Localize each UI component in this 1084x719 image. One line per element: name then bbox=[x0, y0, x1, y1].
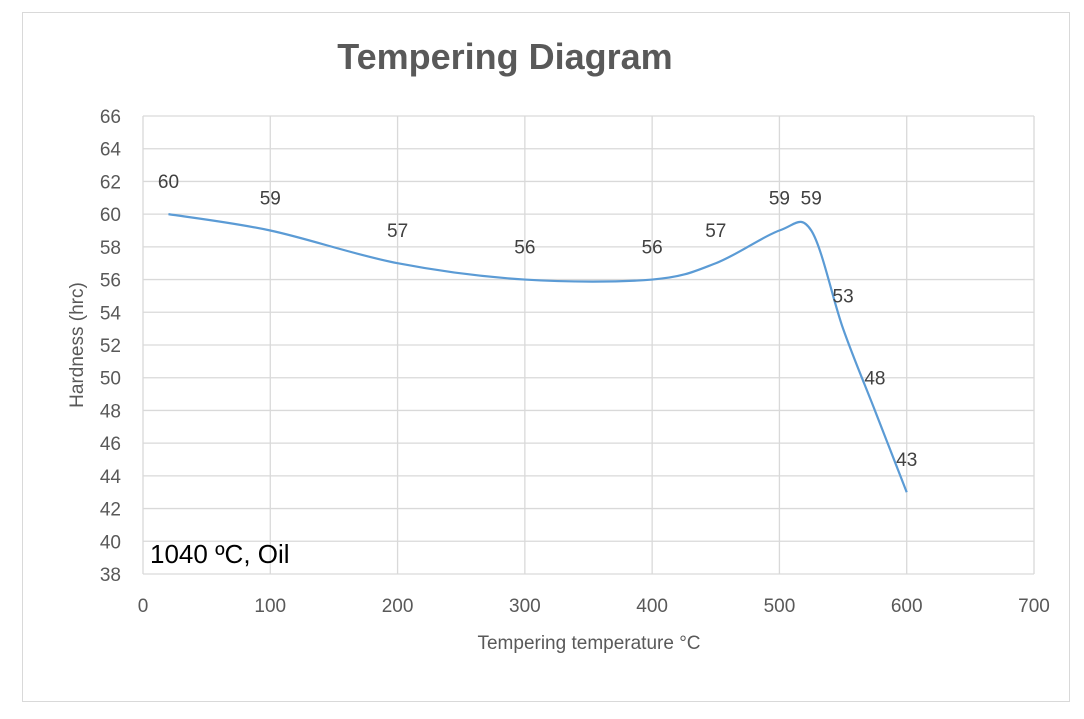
x-tick-label: 200 bbox=[382, 596, 414, 617]
y-tick-label: 56 bbox=[100, 271, 121, 292]
y-tick-label: 58 bbox=[100, 238, 121, 259]
data-label: 60 bbox=[158, 172, 179, 193]
y-tick-label: 40 bbox=[100, 532, 121, 553]
series-line bbox=[168, 213, 908, 493]
chart-title: Tempering Diagram bbox=[337, 36, 673, 77]
gridlines bbox=[142, 115, 1035, 575]
y-tick-label: 42 bbox=[100, 500, 121, 521]
data-label: 56 bbox=[642, 238, 663, 259]
data-label: 57 bbox=[387, 221, 408, 242]
y-tick-label: 54 bbox=[100, 303, 122, 324]
x-tick-label: 700 bbox=[1018, 596, 1050, 617]
data-label: 57 bbox=[705, 221, 726, 242]
data-label: 43 bbox=[896, 450, 917, 471]
data-label: 56 bbox=[514, 238, 535, 259]
x-tick-label: 100 bbox=[254, 596, 286, 617]
y-tick-label: 60 bbox=[100, 205, 121, 226]
y-tick-label: 48 bbox=[100, 401, 121, 422]
data-label: 59 bbox=[769, 189, 790, 210]
y-tick-label: 66 bbox=[100, 107, 121, 128]
y-tick-label: 52 bbox=[100, 336, 121, 357]
x-tick-labels: 0 100 200 300 400 500 600 700 bbox=[138, 596, 1050, 617]
series-layer bbox=[168, 213, 908, 493]
x-tick-label: 500 bbox=[764, 596, 796, 617]
y-tick-label: 50 bbox=[100, 369, 121, 390]
x-tick-label: 600 bbox=[891, 596, 923, 617]
y-tick-label: 62 bbox=[100, 172, 121, 193]
data-label: 59 bbox=[260, 189, 281, 210]
data-label: 59 bbox=[801, 189, 822, 210]
data-label: 53 bbox=[833, 287, 854, 308]
chart-frame bbox=[22, 12, 1070, 702]
y-tick-label: 64 bbox=[100, 140, 122, 161]
x-axis-label: Tempering temperature °C bbox=[477, 633, 700, 654]
data-labels: 60 59 57 56 56 57 59 59 53 48 43 bbox=[158, 172, 917, 471]
x-tick-label: 0 bbox=[138, 596, 149, 617]
y-tick-label: 38 bbox=[100, 565, 121, 586]
y-tick-labels: 38 40 42 44 46 48 50 52 54 56 58 60 62 64 66 bbox=[100, 107, 122, 586]
data-label: 48 bbox=[864, 368, 885, 389]
y-axis-label: Hardness (hrc) bbox=[67, 282, 88, 408]
y-tick-label: 46 bbox=[100, 434, 121, 455]
y-tick-label: 44 bbox=[100, 467, 122, 488]
x-tick-label: 400 bbox=[636, 596, 668, 617]
x-tick-label: 300 bbox=[509, 596, 541, 617]
condition-annotation: 1040 ºC, Oil bbox=[150, 539, 290, 569]
